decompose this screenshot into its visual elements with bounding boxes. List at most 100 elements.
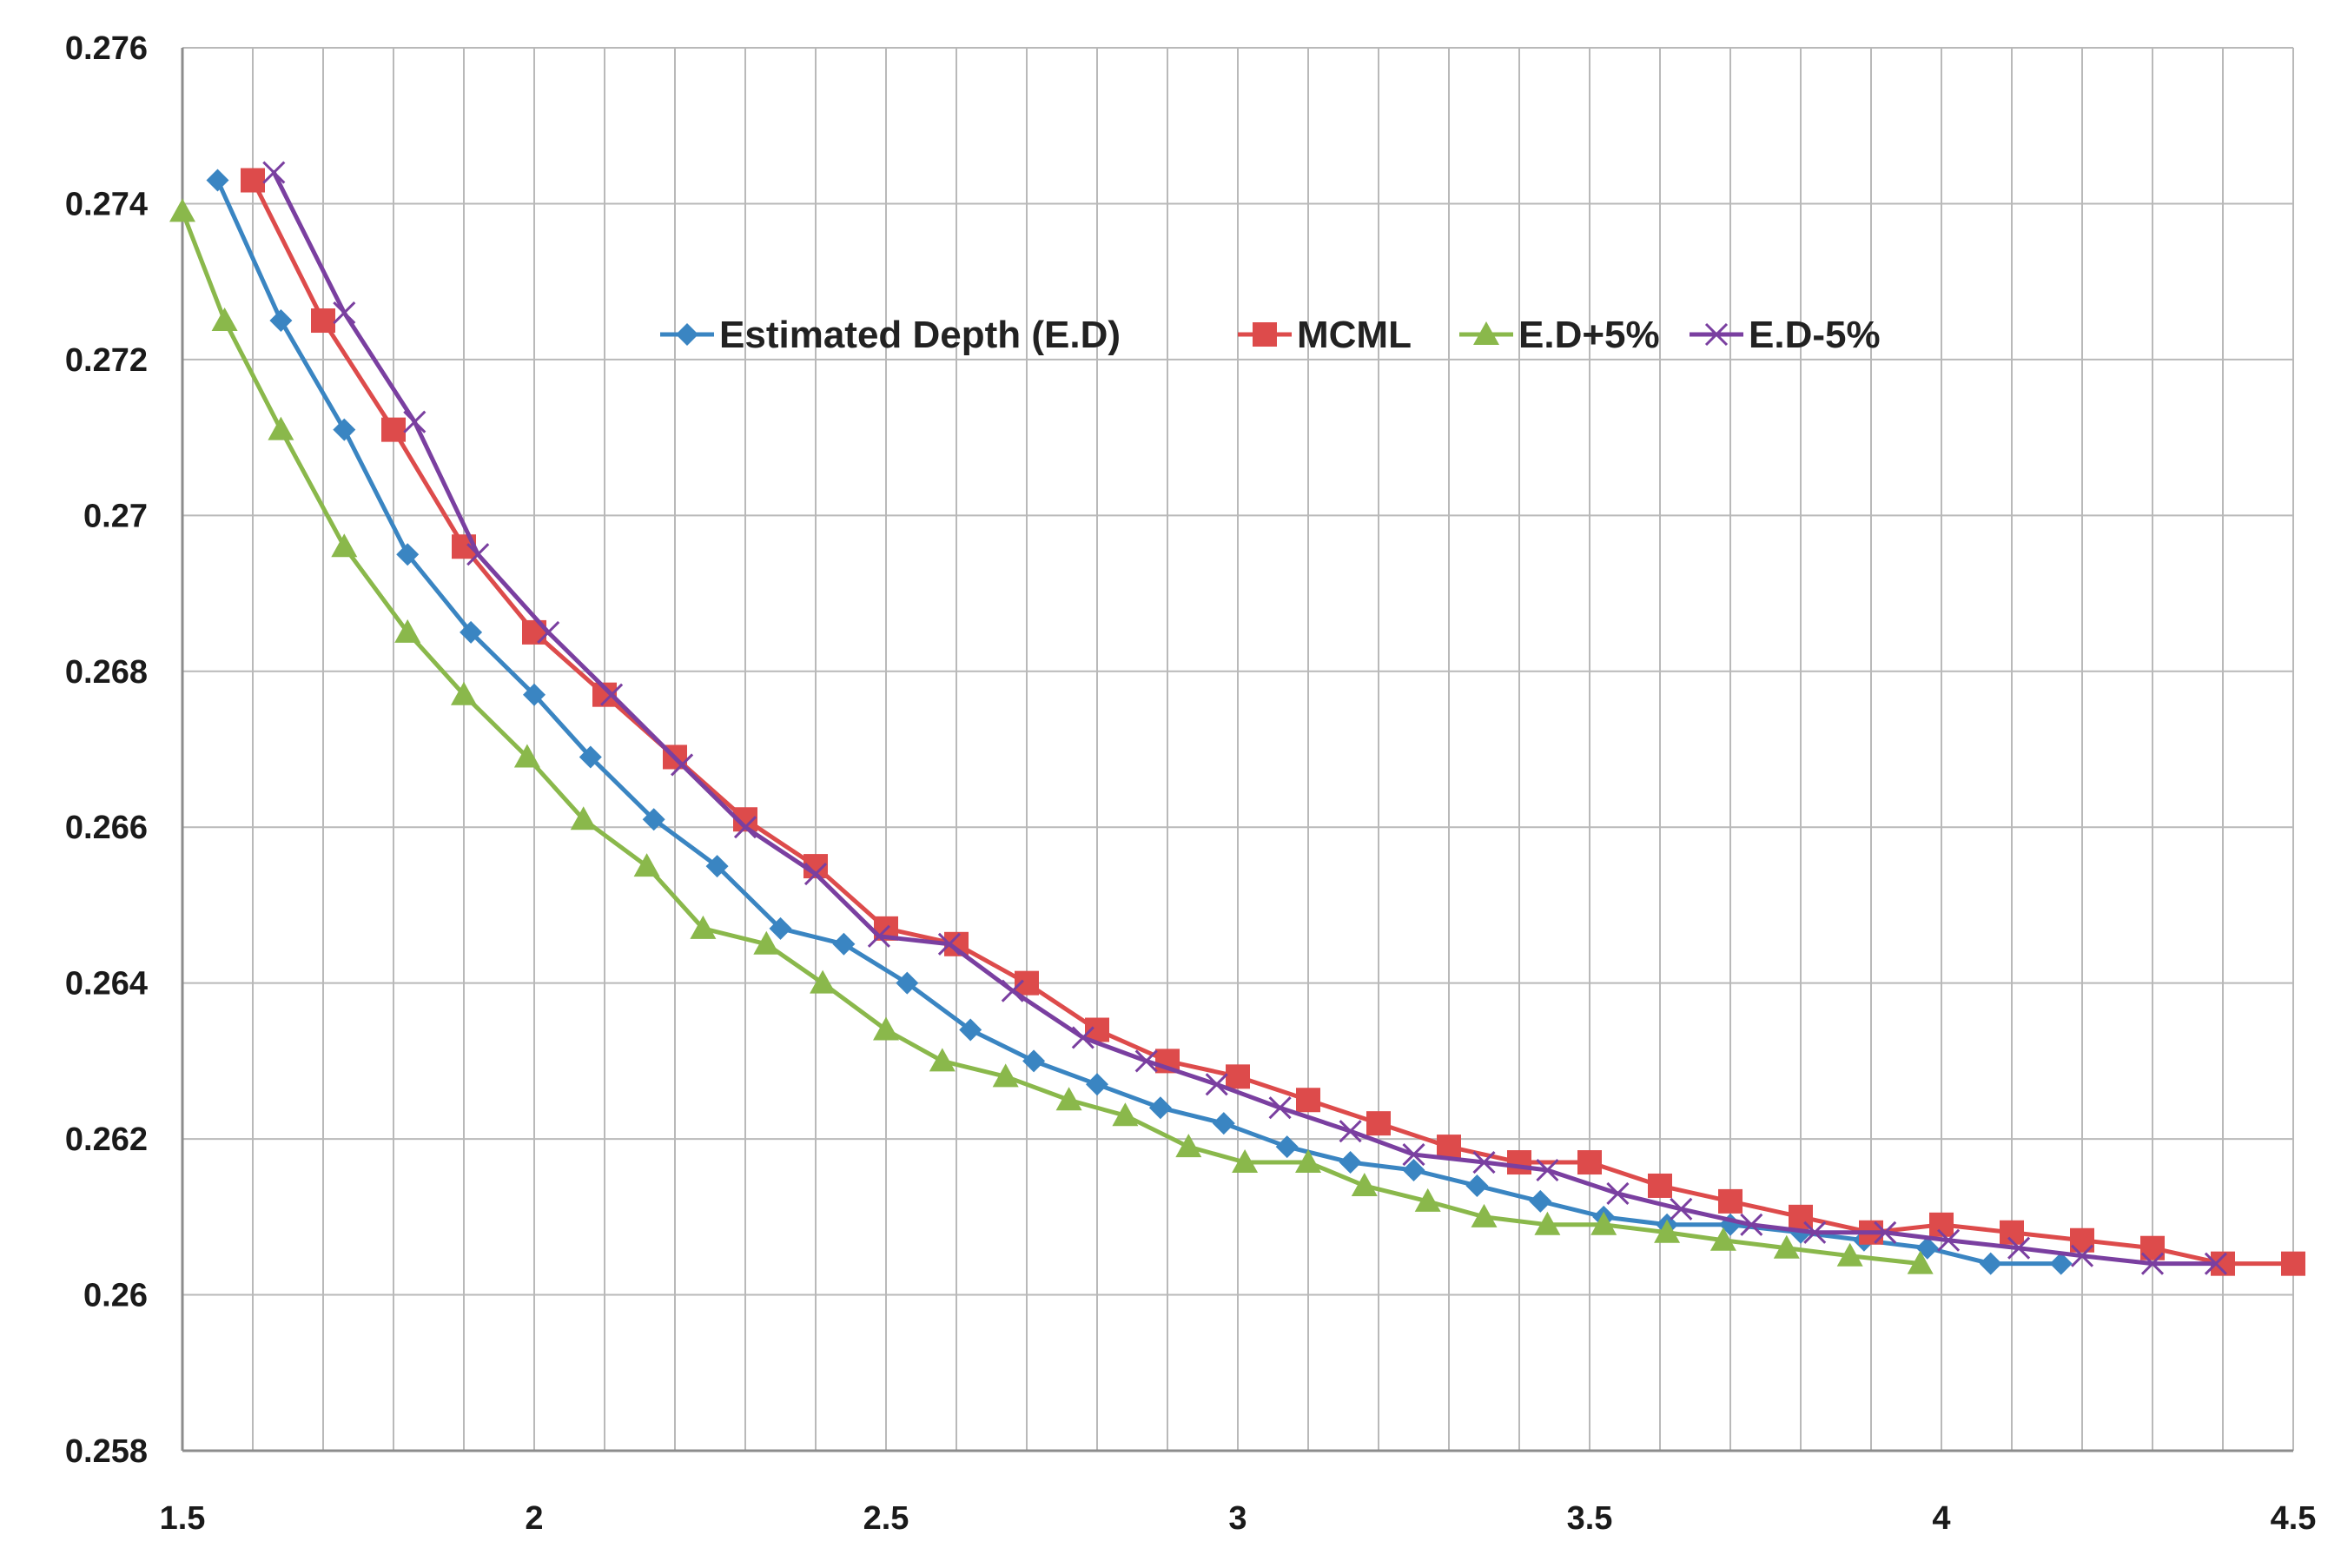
data-point: [671, 753, 694, 777]
data-point: [333, 418, 356, 441]
data-point: [460, 620, 483, 644]
data-point: [1740, 1213, 1763, 1236]
data-point: [753, 930, 780, 955]
y-tick-label: 0.27: [83, 498, 148, 534]
data-point: [1351, 1172, 1378, 1196]
data-point: [1275, 1135, 1299, 1159]
data-point: [269, 309, 293, 333]
data-point: [206, 169, 229, 192]
series-line: [215, 178, 2064, 1267]
data-point: [403, 410, 427, 433]
legend: Estimated Depth (E.D) MCML E.D+5% E.D-5%: [660, 314, 1881, 356]
data-point: [873, 1016, 899, 1041]
data-point: [513, 744, 540, 768]
data-point: [1001, 979, 1024, 1002]
data-point: [1471, 1203, 1498, 1227]
x-tick-label: 2.5: [863, 1500, 909, 1537]
data-point: [2140, 1252, 2165, 1275]
data-point: [642, 808, 665, 831]
data-point: [1086, 1073, 1108, 1096]
x-tick-label: 3: [1228, 1500, 1247, 1537]
series-4: [262, 161, 2227, 1275]
data-point: [1472, 1150, 1496, 1174]
data-point: [1112, 1102, 1139, 1127]
data-point: [1836, 1242, 1863, 1267]
data-point: [579, 745, 602, 769]
data-point: [2204, 1252, 2227, 1275]
data-point: [1414, 1188, 1441, 1212]
x-tick-label: 2: [525, 1500, 543, 1537]
y-tick-label: 0.258: [65, 1433, 148, 1470]
series-3: [169, 198, 1934, 1274]
legend-label: MCML: [1297, 314, 1412, 356]
data-point: [1339, 1120, 1362, 1143]
data-point: [1465, 1174, 1489, 1197]
data-point: [832, 932, 856, 956]
data-point: [2070, 1244, 2094, 1267]
axes: [181, 48, 2293, 1452]
data-point: [1803, 1221, 1827, 1244]
legend-label: E.D+5%: [1518, 314, 1660, 356]
data-point: [1536, 1158, 1559, 1182]
legend-item-1: Estimated Depth (E.D): [660, 314, 1121, 356]
data-point: [896, 971, 919, 995]
data-point: [929, 1048, 956, 1072]
series-group: [169, 161, 2305, 1276]
data-point: [1134, 1049, 1158, 1073]
data-point: [690, 915, 717, 939]
data-point: [2049, 1252, 2073, 1275]
x-tick-label: 1.5: [160, 1500, 206, 1537]
data-point: [769, 916, 792, 940]
data-point: [1055, 1087, 1082, 1111]
data-point: [1773, 1234, 1800, 1259]
data-point: [1507, 1150, 1531, 1175]
data-point: [211, 308, 238, 332]
x-tick-label: 3.5: [1567, 1500, 1613, 1537]
tick-labels: 0.258 0.26 0.262 0.264 0.266 0.268 0.27 0.272 0.…: [65, 30, 2317, 1537]
series-line: [180, 208, 1923, 1267]
data-point: [311, 308, 335, 334]
data-point: [1296, 1088, 1320, 1113]
data-point: [1212, 1112, 1235, 1135]
series-line: [271, 170, 2219, 1267]
y-tick-label: 0.268: [65, 654, 148, 691]
legend-item-4: E.D-5%: [1690, 314, 1881, 356]
data-point: [523, 683, 546, 706]
data-point: [331, 533, 358, 558]
data-point: [396, 543, 420, 566]
data-point: [867, 924, 890, 948]
data-point: [2007, 1236, 2031, 1260]
data-point: [959, 1018, 982, 1042]
data-point: [1268, 1096, 1292, 1120]
y-tick-label: 0.274: [65, 186, 148, 222]
data-point: [705, 855, 729, 878]
data-point: [1937, 1228, 1961, 1252]
data-point: [1670, 1197, 1693, 1221]
data-point: [394, 619, 421, 643]
data-point: [537, 620, 560, 644]
data-point: [333, 301, 356, 325]
data-point: [1529, 1189, 1552, 1213]
data-point: [241, 168, 265, 193]
grid: [182, 47, 2294, 1452]
data-point: [1295, 1149, 1321, 1174]
data-point: [1205, 1073, 1228, 1096]
y-tick-label: 0.264: [65, 966, 148, 1002]
data-point: [1015, 970, 1039, 996]
data-point: [1907, 1250, 1934, 1274]
data-point: [1654, 1219, 1681, 1243]
y-tick-label: 0.266: [65, 810, 148, 846]
data-point: [633, 853, 660, 877]
data-point: [169, 198, 195, 222]
data-point: [1366, 1111, 1391, 1136]
data-point: [1232, 1149, 1259, 1174]
data-point: [1071, 1026, 1094, 1049]
data-point: [1979, 1252, 2002, 1275]
data-point: [733, 816, 757, 839]
data-point: [451, 681, 477, 705]
data-point: [1718, 1188, 1743, 1214]
data-point: [262, 161, 286, 184]
data-point: [1148, 1096, 1172, 1120]
data-point: [1534, 1211, 1561, 1235]
